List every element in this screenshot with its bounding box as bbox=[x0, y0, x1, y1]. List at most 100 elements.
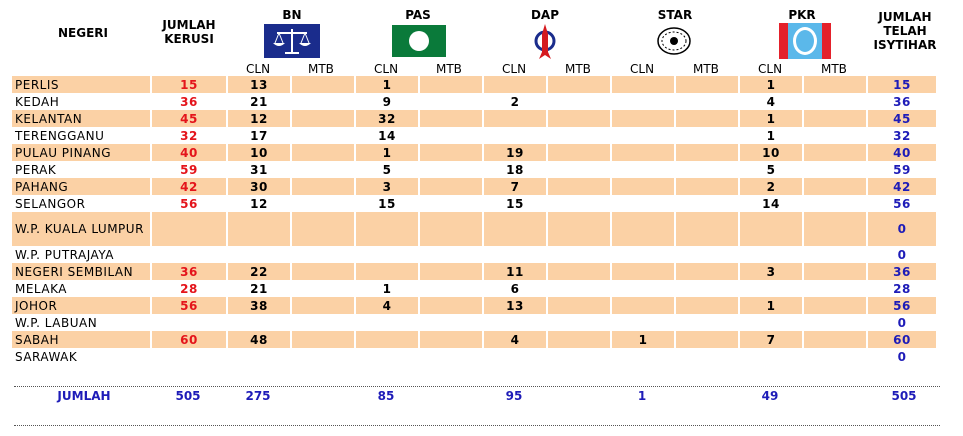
cell-seats bbox=[152, 246, 228, 263]
cell-bn: 30 bbox=[228, 178, 292, 195]
cell-pas-mtb bbox=[420, 161, 484, 178]
cell-pkr: 1 bbox=[740, 110, 804, 127]
cell-dap: 15 bbox=[484, 195, 548, 212]
totals-pas: 85 bbox=[377, 389, 395, 403]
cell-bn bbox=[228, 246, 292, 263]
cell-dap-mtb bbox=[548, 280, 612, 297]
cell-state: TERENGGANU bbox=[12, 127, 152, 144]
cell-star: 1 bbox=[612, 331, 676, 348]
pkr-cln-label: CLN bbox=[758, 62, 783, 76]
table-row: SARAWAK 0 bbox=[12, 348, 938, 365]
cell-pkr: 1 bbox=[740, 297, 804, 314]
cell-seats: 32 bbox=[152, 127, 228, 144]
cell-pkr: 1 bbox=[740, 127, 804, 144]
cell-dap: 7 bbox=[484, 178, 548, 195]
cell-bn bbox=[228, 314, 292, 331]
table-row: W.P. PUTRAJAYA 0 bbox=[12, 246, 938, 263]
cell-pkr-mtb bbox=[804, 280, 868, 297]
party-name-pas: PAS bbox=[405, 8, 431, 22]
cell-pas-mtb bbox=[420, 348, 484, 365]
cell-star bbox=[612, 314, 676, 331]
cell-pkr-mtb bbox=[804, 348, 868, 365]
cell-state: PAHANG bbox=[12, 178, 152, 195]
cell-dap bbox=[484, 246, 548, 263]
cell-dap-mtb bbox=[548, 348, 612, 365]
dap-mtb-label: MTB bbox=[565, 62, 591, 76]
cell-declared: 45 bbox=[868, 110, 938, 127]
cell-dap bbox=[484, 127, 548, 144]
cell-pas: 3 bbox=[356, 178, 420, 195]
cell-star-mtb bbox=[676, 195, 740, 212]
cell-bn bbox=[228, 212, 292, 246]
table-row: SABAH 60 48 4 1 7 60 bbox=[12, 331, 938, 348]
totals-label: JUMLAH bbox=[57, 389, 111, 403]
cell-dap-mtb bbox=[548, 331, 612, 348]
cell-star-mtb bbox=[676, 76, 740, 93]
cell-bn-mtb bbox=[292, 144, 356, 161]
cell-pkr-mtb bbox=[804, 263, 868, 280]
cell-seats: 42 bbox=[152, 178, 228, 195]
cell-bn-mtb bbox=[292, 280, 356, 297]
cell-pas: 32 bbox=[356, 110, 420, 127]
cell-bn-mtb bbox=[292, 93, 356, 110]
cell-bn: 12 bbox=[228, 110, 292, 127]
cell-bn-mtb bbox=[292, 110, 356, 127]
cell-seats: 56 bbox=[152, 297, 228, 314]
cell-pkr: 3 bbox=[740, 263, 804, 280]
header-negeri: NEGERI bbox=[58, 26, 108, 40]
cell-pas: 1 bbox=[356, 76, 420, 93]
cell-pas-mtb bbox=[420, 246, 484, 263]
cell-declared: 42 bbox=[868, 178, 938, 195]
cell-bn: 38 bbox=[228, 297, 292, 314]
cell-declared: 0 bbox=[868, 212, 938, 246]
cell-pkr-mtb bbox=[804, 93, 868, 110]
cell-star-mtb bbox=[676, 127, 740, 144]
cell-dap-mtb bbox=[548, 76, 612, 93]
cell-pas-mtb bbox=[420, 195, 484, 212]
cell-star-mtb bbox=[676, 348, 740, 365]
header-jumlah-isytihar: JUMLAH TELAH ISYTIHAR bbox=[870, 10, 940, 52]
totals-bn: 275 bbox=[245, 389, 271, 403]
cell-state: PERLIS bbox=[12, 76, 152, 93]
cell-pkr-mtb bbox=[804, 212, 868, 246]
cell-star bbox=[612, 195, 676, 212]
party-name-bn: BN bbox=[282, 8, 302, 22]
results-table: PERLIS 15 13 1 1 15 KEDAH 36 21 9 2 4 36 KELANTAN 45 12… bbox=[12, 76, 938, 365]
cell-star bbox=[612, 144, 676, 161]
cell-bn-mtb bbox=[292, 76, 356, 93]
cell-pkr: 5 bbox=[740, 161, 804, 178]
cell-star bbox=[612, 212, 676, 246]
cell-declared: 0 bbox=[868, 246, 938, 263]
cell-pas-mtb bbox=[420, 212, 484, 246]
cell-dap-mtb bbox=[548, 178, 612, 195]
pas-mtb-label: MTB bbox=[436, 62, 462, 76]
table-row: SELANGOR 56 12 15 15 14 56 bbox=[12, 195, 938, 212]
table-row: MELAKA 28 21 1 6 28 bbox=[12, 280, 938, 297]
totals-pkr: 49 bbox=[761, 389, 779, 403]
cell-state: MELAKA bbox=[12, 280, 152, 297]
cell-state: KEDAH bbox=[12, 93, 152, 110]
table-row: KEDAH 36 21 9 2 4 36 bbox=[12, 93, 938, 110]
cell-bn-mtb bbox=[292, 161, 356, 178]
cell-bn-mtb bbox=[292, 212, 356, 246]
cell-bn-mtb bbox=[292, 348, 356, 365]
table-row: NEGERI SEMBILAN 36 22 11 3 36 bbox=[12, 263, 938, 280]
cell-pkr-mtb bbox=[804, 127, 868, 144]
totals-top-divider bbox=[14, 386, 940, 387]
cell-pas bbox=[356, 212, 420, 246]
dap-cln-label: CLN bbox=[502, 62, 527, 76]
table-row: W.P. LABUAN 0 bbox=[12, 314, 938, 331]
star-mtb-label: MTB bbox=[693, 62, 719, 76]
cell-dap-mtb bbox=[548, 212, 612, 246]
cell-dap bbox=[484, 76, 548, 93]
cell-pas: 14 bbox=[356, 127, 420, 144]
cell-state: SABAH bbox=[12, 331, 152, 348]
cell-star-mtb bbox=[676, 161, 740, 178]
cell-pas-mtb bbox=[420, 178, 484, 195]
cell-pkr bbox=[740, 246, 804, 263]
party-name-star: STAR bbox=[657, 8, 693, 22]
cell-dap: 4 bbox=[484, 331, 548, 348]
cell-state: W.P. PUTRAJAYA bbox=[12, 246, 152, 263]
cell-bn-mtb bbox=[292, 127, 356, 144]
cell-bn: 48 bbox=[228, 331, 292, 348]
